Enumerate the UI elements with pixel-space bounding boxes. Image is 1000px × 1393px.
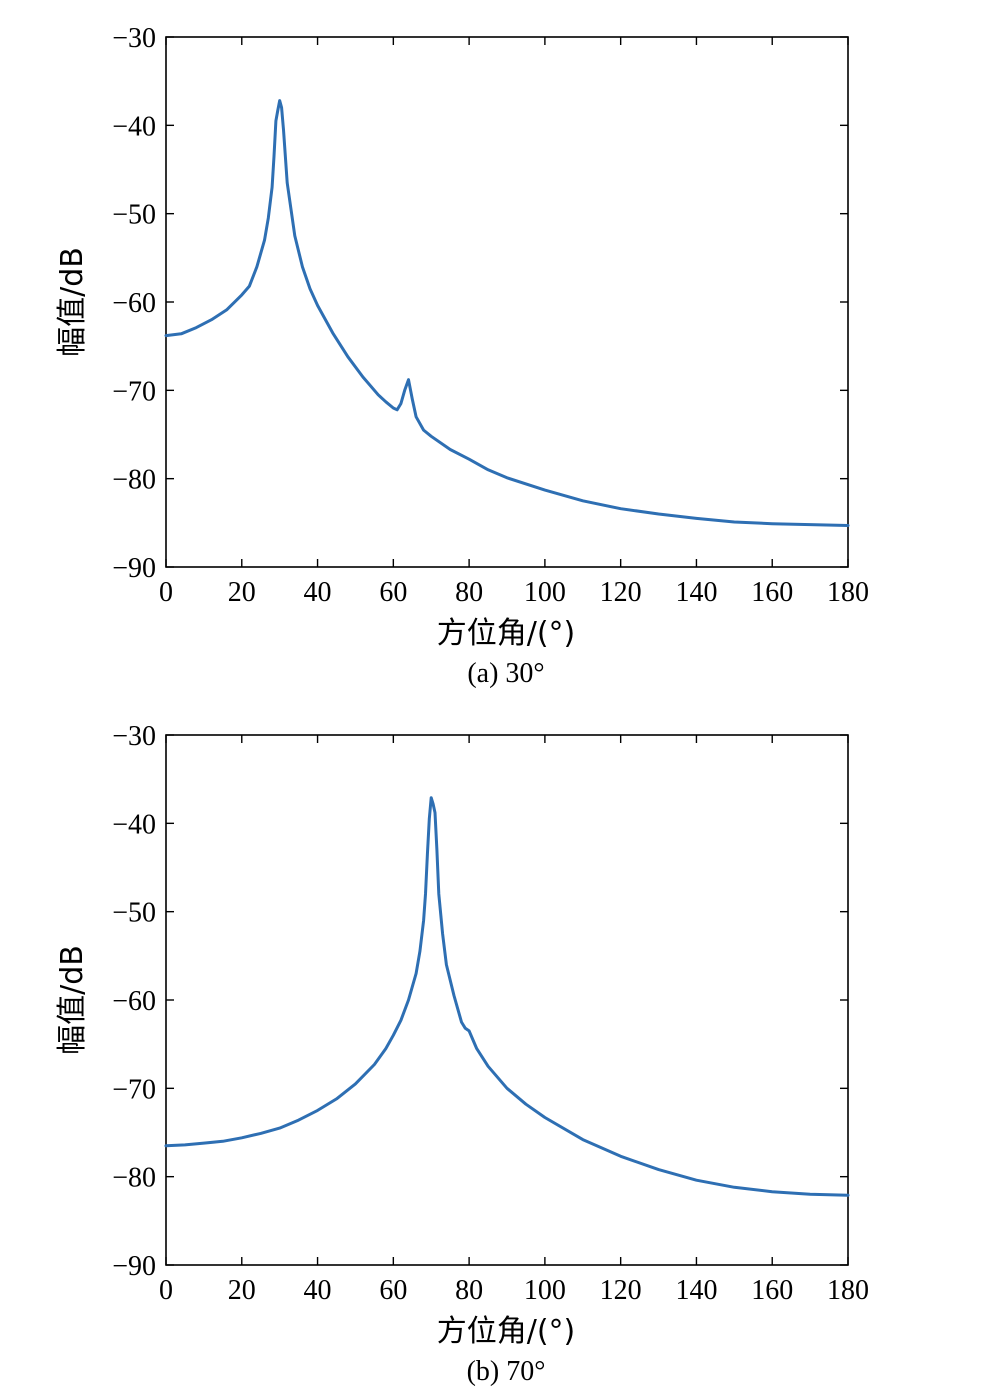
series-line-a bbox=[164, 99, 850, 527]
x-tick-label-b: 180 bbox=[827, 1275, 869, 1306]
x-tick-label-a: 40 bbox=[304, 577, 332, 608]
plot-area-b: 0 20 40 60 80 100 120 140 160 180 −30 −40 −50 −60 −70 −… bbox=[112, 721, 869, 1306]
x-tick-label-b: 80 bbox=[455, 1275, 483, 1306]
y-tick-label-a: −70 bbox=[112, 376, 156, 407]
caption-a: (a) 30° bbox=[467, 658, 544, 689]
x-tick-label-a: 160 bbox=[751, 577, 793, 608]
x-tick-label-a: 80 bbox=[455, 577, 483, 608]
series-line-b bbox=[164, 796, 850, 1197]
y-tick-label-b: −80 bbox=[112, 1163, 156, 1194]
y-tick-label-b: −30 bbox=[112, 721, 156, 752]
x-tick-label-b: 140 bbox=[675, 1275, 717, 1306]
plot-frame-a bbox=[165, 36, 849, 568]
y-tick-label-b: −60 bbox=[112, 986, 156, 1017]
ylabel-a: 幅值/dB bbox=[55, 247, 90, 357]
chart-panel-a: 0 20 40 60 80 100 120 140 160 180 −30 −40 −50 −60 −70 −… bbox=[55, 23, 869, 689]
x-tick-label-a: 20 bbox=[228, 577, 256, 608]
x-tick-label-b: 40 bbox=[304, 1275, 332, 1306]
plot-frame-b bbox=[165, 734, 849, 1266]
x-tick-label-a: 120 bbox=[600, 577, 642, 608]
y-tick-label-a: −50 bbox=[112, 200, 156, 231]
x-tick-label-b: 60 bbox=[379, 1275, 407, 1306]
y-tick-label-a: −40 bbox=[112, 111, 156, 142]
chart-panel-b: 0 20 40 60 80 100 120 140 160 180 −30 −40 −50 −60 −70 −… bbox=[55, 721, 869, 1387]
y-tick-label-a: −90 bbox=[112, 553, 156, 584]
x-tick-label-a: 140 bbox=[675, 577, 717, 608]
caption-b: (b) 70° bbox=[467, 1356, 546, 1387]
y-tick-label-b: −70 bbox=[112, 1074, 156, 1105]
x-tick-label-b: 0 bbox=[159, 1275, 173, 1306]
ylabel-b: 幅值/dB bbox=[55, 945, 90, 1055]
xlabel-b: 方位角/(°) bbox=[437, 1314, 576, 1349]
x-tick-label-b: 120 bbox=[600, 1275, 642, 1306]
x-tick-label-b: 20 bbox=[228, 1275, 256, 1306]
x-tick-label-a: 60 bbox=[379, 577, 407, 608]
y-tick-label-a: −80 bbox=[112, 465, 156, 496]
x-tick-label-b: 100 bbox=[524, 1275, 566, 1306]
x-tick-label-b: 160 bbox=[751, 1275, 793, 1306]
y-tick-label-a: −30 bbox=[112, 23, 156, 54]
xlabel-a: 方位角/(°) bbox=[437, 616, 576, 651]
x-tick-label-a: 100 bbox=[524, 577, 566, 608]
x-tick-label-a: 0 bbox=[159, 577, 173, 608]
y-tick-label-b: −90 bbox=[112, 1251, 156, 1282]
y-tick-label-b: −50 bbox=[112, 898, 156, 929]
y-tick-label-b: −40 bbox=[112, 809, 156, 840]
x-tick-label-a: 180 bbox=[827, 577, 869, 608]
plot-area-a: 0 20 40 60 80 100 120 140 160 180 −30 −40 −50 −60 −70 −… bbox=[112, 23, 869, 608]
y-tick-label-a: −60 bbox=[112, 288, 156, 319]
